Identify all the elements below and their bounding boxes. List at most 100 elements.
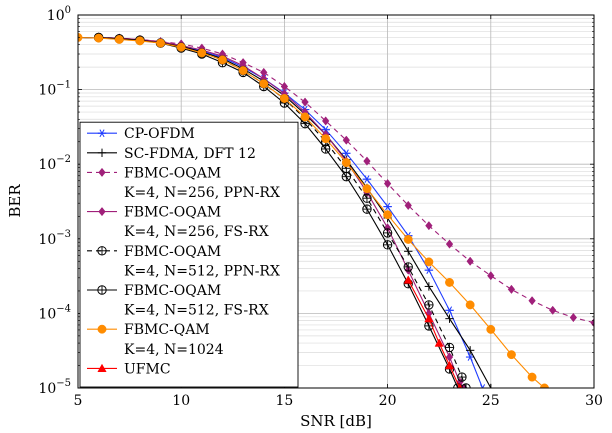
data-point <box>362 193 372 203</box>
data-point <box>457 372 467 382</box>
data-point <box>362 184 372 194</box>
data-point <box>487 271 495 281</box>
data-point <box>321 116 330 126</box>
data-point <box>445 277 454 287</box>
data-point <box>97 148 107 157</box>
legend-entry-4: FBMC-OQAM K=4, N=256, FS-RX <box>87 205 269 240</box>
series-8 <box>403 275 463 388</box>
data-point <box>445 239 454 249</box>
series-layer <box>78 32 594 388</box>
y-axis-label: BER <box>6 184 24 218</box>
data-point <box>97 129 107 138</box>
data-point <box>528 296 536 306</box>
data-point <box>176 42 186 52</box>
x-tick-label: 5 <box>74 393 83 409</box>
data-point <box>404 200 412 211</box>
data-point <box>383 210 393 220</box>
data-point <box>320 144 331 154</box>
data-point <box>98 206 106 217</box>
y-tick-label: 10−4 <box>38 303 71 322</box>
legend-label: UFMC <box>124 361 171 377</box>
legend-label: FBMC-OQAM <box>124 244 221 260</box>
y-tick-labels: 100 10−1 10−2 10−3 10−4 10−5 <box>38 5 71 397</box>
legend: CP-OFDM SC-FDMA, DFT 12 FBMC-OQAM K=4, N=25… <box>79 121 299 388</box>
data-point <box>424 257 434 267</box>
data-point <box>445 314 454 323</box>
data-point <box>445 306 454 315</box>
data-point <box>259 79 269 89</box>
data-point <box>341 171 352 182</box>
data-point <box>197 48 207 58</box>
legend-label: SC-FDMA, DFT 12 <box>124 146 256 162</box>
series-7 <box>78 33 549 388</box>
data-point <box>465 346 475 355</box>
data-point <box>342 135 351 145</box>
data-point <box>527 372 537 382</box>
legend-label: K=4, N=256, FS-RX <box>124 224 269 240</box>
data-point <box>403 235 413 244</box>
legend-entry-2: SC-FDMA, DFT 12 <box>87 146 256 162</box>
legend-label: K=4, N=512, PPN-RX <box>124 263 280 279</box>
x-tick-label: 30 <box>585 393 603 409</box>
x-tick-label: 10 <box>172 393 190 409</box>
legend-label: FBMC-OQAM <box>124 165 221 181</box>
legend-label: FBMC-QAM <box>124 322 210 338</box>
data-point <box>569 312 578 323</box>
y-tick-label: 100 <box>47 5 71 24</box>
legend-label: K=4, N=256, PPN-RX <box>124 185 280 201</box>
data-point <box>97 324 107 334</box>
legend-entry-6: FBMC-OQAM K=4, N=512, FS-RX <box>87 283 269 319</box>
data-point <box>424 282 434 291</box>
data-point <box>300 112 310 122</box>
data-point <box>424 266 434 275</box>
data-point <box>478 384 487 388</box>
data-point <box>321 134 331 144</box>
data-point <box>403 275 413 284</box>
legend-label: FBMC-OQAM <box>124 205 221 221</box>
legend-label: CP-OFDM <box>124 126 195 142</box>
data-point <box>465 300 475 310</box>
data-point <box>444 360 455 370</box>
legend-entry-8: UFMC <box>87 361 171 377</box>
legend-entry-7: FBMC-QAM K=4, N=1024 <box>87 322 224 358</box>
data-point <box>549 305 557 315</box>
data-point <box>444 342 455 353</box>
data-point <box>403 262 413 272</box>
y-tick-label: 10−1 <box>38 80 71 99</box>
x-tick-label: 25 <box>482 393 500 409</box>
data-point <box>342 149 351 158</box>
data-point <box>135 36 145 46</box>
x-tick-labels: 5 10 15 20 25 30 <box>74 393 603 409</box>
data-point <box>98 167 106 178</box>
x-tick-label: 20 <box>379 393 397 409</box>
legend-entry-5: FBMC-OQAM K=4, N=512, PPN-RX <box>87 244 280 279</box>
data-point <box>97 363 107 373</box>
data-point <box>382 228 393 238</box>
data-point <box>424 313 434 323</box>
data-point <box>341 158 351 168</box>
legend-box <box>79 121 299 388</box>
data-point <box>383 178 392 189</box>
data-point <box>238 66 248 76</box>
data-point <box>434 338 444 347</box>
data-point <box>156 38 166 48</box>
data-point <box>94 33 104 43</box>
data-point <box>362 175 372 184</box>
x-axis-label: SNR [dB] <box>300 412 372 430</box>
data-point <box>507 284 516 294</box>
data-point <box>425 221 433 231</box>
data-point <box>97 246 107 256</box>
data-point <box>97 285 107 295</box>
data-point <box>424 300 434 310</box>
legend-label: K=4, N=512, FS-RX <box>124 303 269 319</box>
y-tick-label: 10−3 <box>38 229 71 248</box>
legend-label: K=4, N=1024 <box>124 342 224 358</box>
data-point <box>362 204 372 214</box>
data-point <box>218 55 227 65</box>
data-point <box>383 202 392 211</box>
data-point <box>404 247 413 256</box>
plot-frame <box>77 14 595 389</box>
y-tick-label: 10−5 <box>38 378 71 397</box>
data-point <box>382 240 393 250</box>
